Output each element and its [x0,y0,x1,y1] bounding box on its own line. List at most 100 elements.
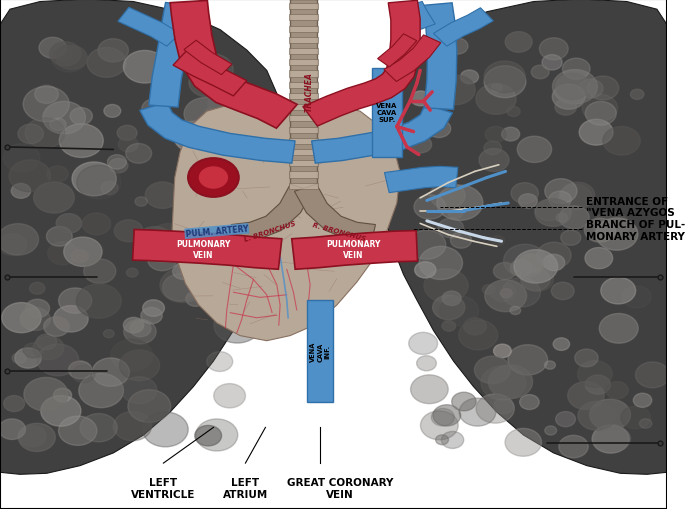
Circle shape [202,237,220,250]
Circle shape [553,338,570,351]
Bar [289,71,318,77]
Circle shape [411,375,448,404]
Circle shape [452,392,476,411]
Circle shape [491,236,505,246]
Circle shape [556,74,589,100]
Circle shape [9,161,50,192]
Circle shape [0,234,27,256]
Bar [289,38,318,44]
Bar [289,60,318,66]
Circle shape [196,419,238,451]
Circle shape [50,119,66,131]
Circle shape [508,345,547,375]
Circle shape [514,250,558,284]
Bar [289,127,318,133]
Circle shape [50,43,81,67]
Circle shape [596,218,638,251]
Bar [289,94,318,100]
Bar [289,150,318,156]
Circle shape [543,255,565,271]
Circle shape [123,51,166,84]
Circle shape [555,100,577,116]
Circle shape [4,145,40,173]
Circle shape [111,340,153,372]
Circle shape [502,278,540,307]
Circle shape [208,152,221,162]
Circle shape [531,66,549,79]
Circle shape [494,345,511,358]
Circle shape [136,227,173,254]
Circle shape [72,365,95,383]
Circle shape [127,269,138,277]
Circle shape [204,109,217,119]
Polygon shape [118,8,180,47]
Circle shape [552,282,574,300]
Circle shape [24,378,68,411]
Circle shape [535,199,571,227]
Circle shape [189,69,226,98]
Circle shape [639,419,652,429]
Circle shape [149,224,190,255]
Circle shape [0,419,25,440]
Circle shape [490,282,516,302]
Circle shape [107,155,127,170]
Circle shape [458,320,498,350]
Circle shape [578,361,612,387]
Circle shape [197,259,224,279]
Circle shape [1,303,41,333]
Circle shape [54,306,88,332]
Polygon shape [184,41,232,75]
Circle shape [562,59,590,80]
Circle shape [559,185,592,211]
Circle shape [35,86,58,104]
Circle shape [414,195,446,220]
Circle shape [484,67,526,99]
Circle shape [542,55,562,71]
Circle shape [437,186,483,221]
Circle shape [124,320,156,344]
Circle shape [556,214,567,222]
Circle shape [568,382,604,410]
Circle shape [4,396,24,412]
Circle shape [25,119,65,149]
Polygon shape [423,4,457,110]
Circle shape [494,399,513,414]
Circle shape [592,425,629,453]
Polygon shape [312,105,452,164]
Circle shape [621,406,650,429]
Circle shape [442,432,463,448]
Circle shape [476,394,514,423]
Text: PULM. ARTERY: PULM. ARTERY [185,224,248,239]
Circle shape [158,50,181,68]
Polygon shape [173,51,247,97]
Bar [289,82,318,89]
Circle shape [459,399,496,426]
Circle shape [36,334,57,350]
Circle shape [603,127,641,156]
Bar [289,49,318,55]
Circle shape [519,254,543,273]
Circle shape [552,85,585,110]
Circle shape [227,272,239,281]
Bar [289,183,318,189]
Polygon shape [132,230,282,270]
Circle shape [519,395,539,410]
Polygon shape [384,167,458,193]
Circle shape [437,76,475,105]
Circle shape [206,352,232,372]
Polygon shape [295,185,375,243]
Circle shape [214,308,260,344]
Circle shape [175,264,190,275]
Circle shape [599,314,638,344]
Circle shape [582,95,617,122]
Circle shape [424,269,468,303]
Circle shape [18,423,55,451]
Circle shape [507,107,520,117]
Circle shape [484,62,526,93]
Circle shape [117,126,137,141]
Circle shape [489,365,533,399]
Bar [290,0,317,204]
Circle shape [29,283,45,295]
Circle shape [545,179,577,204]
Bar [372,69,402,158]
